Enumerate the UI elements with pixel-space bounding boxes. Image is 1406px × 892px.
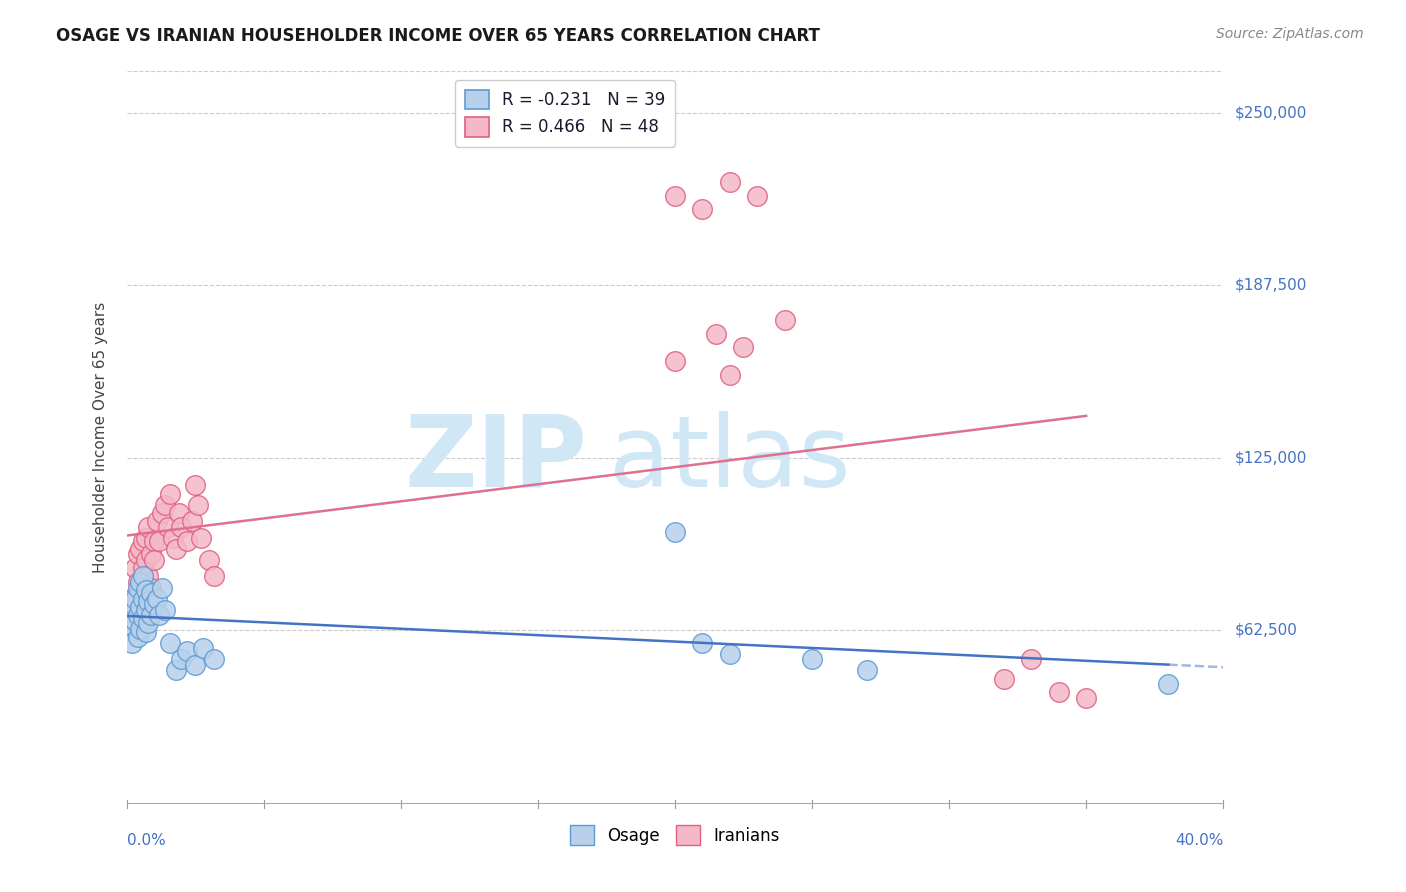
Point	[170, 652, 193, 666]
Point	[124, 561, 146, 575]
Point	[132, 561, 155, 575]
Point	[143, 533, 166, 548]
Point	[118, 619, 141, 633]
Point	[1021, 652, 1043, 666]
Point	[170, 520, 193, 534]
Point	[1076, 690, 1098, 705]
Point	[141, 581, 163, 595]
Point	[202, 652, 225, 666]
Y-axis label: Householder Income Over 65 years: Householder Income Over 65 years	[93, 301, 108, 573]
Point	[121, 597, 143, 611]
Point	[132, 611, 155, 625]
Point	[135, 531, 157, 545]
Point	[118, 619, 141, 633]
Point	[664, 188, 686, 202]
Point	[664, 525, 686, 540]
Point	[135, 583, 157, 598]
Point	[190, 531, 212, 545]
Point	[184, 657, 207, 672]
Point	[124, 591, 146, 606]
Point	[773, 312, 796, 326]
Point	[143, 597, 166, 611]
Point	[127, 608, 149, 623]
Point	[121, 636, 143, 650]
Point	[127, 574, 149, 589]
Point	[135, 624, 157, 639]
Point	[127, 581, 149, 595]
Point	[733, 340, 755, 354]
Point	[132, 569, 155, 583]
Point	[165, 663, 187, 677]
Point	[138, 569, 160, 583]
Point	[138, 594, 160, 608]
Point	[127, 548, 149, 562]
Point	[855, 663, 877, 677]
Point	[801, 652, 824, 666]
Point	[692, 636, 714, 650]
Point	[692, 202, 714, 217]
Text: Source: ZipAtlas.com: Source: ZipAtlas.com	[1216, 27, 1364, 41]
Point	[141, 548, 163, 562]
Point	[202, 569, 225, 583]
Point	[993, 672, 1015, 686]
Point	[129, 622, 152, 636]
Point	[138, 520, 160, 534]
Point	[197, 553, 219, 567]
Text: ZIP: ZIP	[405, 410, 588, 508]
Text: $250,000: $250,000	[1234, 105, 1306, 120]
Point	[184, 478, 207, 492]
Text: $187,500: $187,500	[1234, 277, 1306, 293]
Point	[1157, 677, 1180, 691]
Point	[135, 553, 157, 567]
Point	[124, 589, 146, 603]
Point	[150, 581, 173, 595]
Point	[162, 531, 184, 545]
Point	[704, 326, 727, 341]
Point	[129, 599, 152, 614]
Point	[138, 616, 160, 631]
Point	[193, 641, 215, 656]
Point	[718, 647, 741, 661]
Text: 40.0%: 40.0%	[1175, 833, 1223, 848]
Point	[150, 506, 173, 520]
Point	[718, 175, 741, 189]
Point	[132, 533, 155, 548]
Point	[159, 636, 181, 650]
Point	[159, 486, 181, 500]
Point	[176, 533, 198, 548]
Point	[1047, 685, 1070, 699]
Point	[747, 188, 769, 202]
Point	[127, 630, 149, 644]
Point	[132, 591, 155, 606]
Point	[141, 608, 163, 623]
Text: atlas: atlas	[609, 410, 851, 508]
Text: $125,000: $125,000	[1234, 450, 1306, 466]
Point	[145, 514, 167, 528]
Point	[153, 498, 176, 512]
Point	[165, 541, 187, 556]
Text: $62,500: $62,500	[1234, 623, 1298, 638]
Point	[181, 514, 204, 528]
Point	[129, 581, 152, 595]
Point	[167, 506, 190, 520]
Point	[141, 586, 163, 600]
Point	[121, 602, 143, 616]
Point	[664, 354, 686, 368]
Point	[145, 591, 167, 606]
Point	[156, 520, 179, 534]
Point	[148, 608, 170, 623]
Text: 0.0%: 0.0%	[127, 833, 166, 848]
Legend: Osage, Iranians: Osage, Iranians	[562, 817, 787, 853]
Point	[135, 602, 157, 616]
Text: OSAGE VS IRANIAN HOUSEHOLDER INCOME OVER 65 YEARS CORRELATION CHART: OSAGE VS IRANIAN HOUSEHOLDER INCOME OVER…	[56, 27, 820, 45]
Point	[129, 541, 152, 556]
Point	[143, 553, 166, 567]
Point	[124, 614, 146, 628]
Point	[176, 644, 198, 658]
Point	[129, 574, 152, 589]
Point	[148, 533, 170, 548]
Point	[187, 498, 209, 512]
Point	[153, 602, 176, 616]
Point	[718, 368, 741, 382]
